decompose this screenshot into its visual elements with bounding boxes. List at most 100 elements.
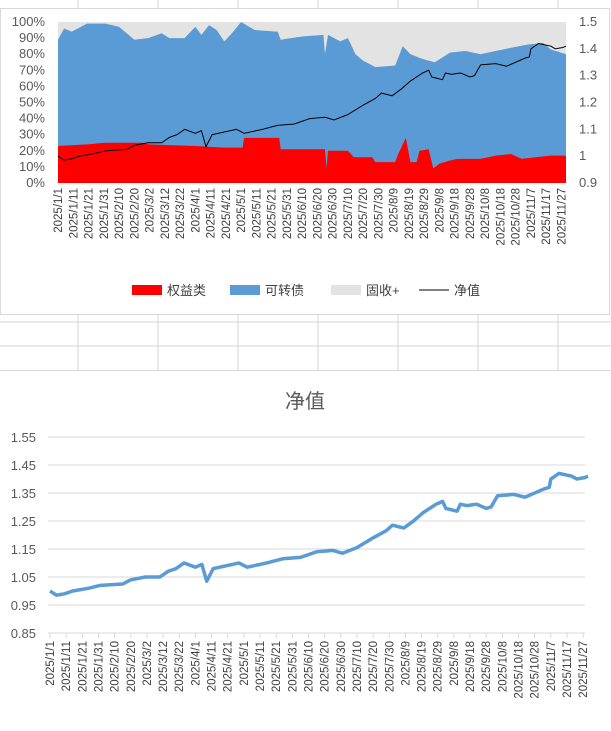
y-axis-tick-label: 1.45 xyxy=(11,458,36,473)
x-axis-tick-label: 2025/6/10 xyxy=(297,188,309,239)
x-axis-tick-label: 2025/9/28 xyxy=(465,188,477,239)
right-axis-tick-label: 0.9 xyxy=(579,175,597,190)
x-axis-tick-label: 2025/7/20 xyxy=(358,188,370,239)
y-axis-tick-label: 1.55 xyxy=(11,430,36,445)
x-axis-tick-label: 2025/9/28 xyxy=(481,641,493,692)
x-axis-tick-label: 2025/9/8 xyxy=(434,188,446,233)
equity-area xyxy=(58,137,566,183)
x-axis-tick-label: 2025/7/30 xyxy=(384,641,396,692)
y-axis-tick-label: 1.05 xyxy=(11,570,36,585)
x-axis-tick-label: 2025/5/11 xyxy=(251,188,263,238)
x-axis-tick-label: 2025/11/27 xyxy=(556,188,568,245)
x-axis-tick-label: 2025/3/2 xyxy=(142,641,154,686)
y-axis-tick-label: 1.15 xyxy=(11,542,36,557)
right-axis-tick-label: 1.3 xyxy=(579,68,597,83)
x-axis-tick-label: 2025/7/10 xyxy=(343,188,355,239)
right-axis-tick-label: 1.2 xyxy=(579,95,597,110)
x-axis-tick-label: 2025/9/18 xyxy=(450,188,462,239)
allocation-chart[interactable]: 0%10%20%30%40%50% 60%70%80%90%100% 0.9 1 1.1… xyxy=(0,8,610,315)
x-axis-tick-label: 2025/1/21 xyxy=(84,188,96,239)
y-axis-tick-label: 1.35 xyxy=(11,486,36,501)
left-axis-tick-label: 90% xyxy=(19,30,45,45)
x-axis-tick-label: 2025/5/1 xyxy=(239,641,251,686)
x-axis-tick-label: 2025/4/1 xyxy=(190,188,202,233)
x-axis-tick-label: 2025/1/21 xyxy=(77,641,89,692)
x-axis-tick-label: 2025/7/20 xyxy=(368,641,380,692)
x-axis-tick-label: 2025/8/29 xyxy=(433,641,445,692)
right-axis-tick-label: 1 xyxy=(579,148,586,163)
x-axis-tick-label: 2025/10/28 xyxy=(511,188,523,246)
x-axis-tick-label: 2025/2/20 xyxy=(126,641,138,692)
legend-swatch xyxy=(132,285,162,295)
legend-label: 固收+ xyxy=(366,283,400,298)
x-axis-tick-label: 2025/10/18 xyxy=(495,188,507,246)
x-axis-tick-label: 2025/8/29 xyxy=(419,188,431,239)
left-axis-tick-label: 50% xyxy=(19,95,45,110)
left-axis-tick-label: 60% xyxy=(19,78,45,93)
right-axis-tick-label: 1.4 xyxy=(579,41,597,56)
x-axis-tick-label: 2025/6/30 xyxy=(336,641,348,692)
left-axis-tick-label: 80% xyxy=(19,46,45,61)
x-axis-tick-label: 2025/4/1 xyxy=(190,641,202,686)
x-axis-tick-label: 2025/1/31 xyxy=(93,641,105,692)
x-axis-tick-label: 2025/11/17 xyxy=(541,188,553,245)
nav-line xyxy=(49,471,589,597)
x-axis-tick-label: 2025/2/20 xyxy=(129,188,141,239)
x-axis-tick-label: 2025/7/30 xyxy=(373,188,385,239)
x-axis-tick-label: 2025/3/22 xyxy=(175,188,187,239)
x-axis-tick-label: 2025/4/21 xyxy=(221,188,233,239)
x-axis-tick-label: 2025/1/1 xyxy=(45,641,57,686)
left-axis-tick-label: 10% xyxy=(19,159,45,174)
x-axis-tick-label: 2025/4/11 xyxy=(206,188,218,238)
x-axis-tick-label: 2025/6/20 xyxy=(312,188,324,239)
x-axis-tick-label: 2025/5/21 xyxy=(267,188,279,239)
right-axis-tick-label: 1.1 xyxy=(579,121,597,136)
x-axis-tick-label: 2025/10/28 xyxy=(530,641,542,699)
legend: 权益类 可转债 固收+ 净值 xyxy=(132,283,480,298)
x-axis-tick-label: 2025/4/11 xyxy=(207,641,219,691)
left-axis-tick-label: 70% xyxy=(19,62,45,77)
legend-swatch xyxy=(331,285,361,295)
x-axis-tick-label: 2025/8/9 xyxy=(400,641,412,686)
x-axis-tick-label: 2025/1/11 xyxy=(68,188,80,238)
x-axis-tick-label: 2025/5/31 xyxy=(287,641,299,692)
convertible-bond-area xyxy=(58,22,566,183)
left-axis-tick-label: 40% xyxy=(19,111,45,126)
x-axis-tick-label: 2025/10/18 xyxy=(514,641,526,699)
left-axis-tick-label: 20% xyxy=(19,143,45,158)
x-axis-tick-label: 2025/10/8 xyxy=(497,641,509,692)
x-axis-tick-label: 2025/5/31 xyxy=(282,188,294,239)
left-axis-tick-label: 0% xyxy=(26,175,45,190)
legend-label: 权益类 xyxy=(167,283,206,298)
legend-label: 可转债 xyxy=(265,283,304,298)
x-axis-tick-label: 2025/8/9 xyxy=(389,188,401,233)
legend-label: 净值 xyxy=(454,283,480,298)
y-axis-tick-label: 1.25 xyxy=(11,514,36,529)
x-axis-tick-label: 2025/2/10 xyxy=(110,641,122,692)
x-axis-tick-label: 2025/8/19 xyxy=(404,188,416,239)
x-axis-tick-label: 2025/11/7 xyxy=(526,188,538,238)
x-axis-tick-label: 2025/8/19 xyxy=(417,641,429,692)
chart-title: 净值 xyxy=(285,390,325,413)
x-axis-tick-label: 2025/11/27 xyxy=(578,641,590,698)
x-axis-tick-label: 2025/3/12 xyxy=(158,641,170,692)
x-axis-tick-label: 2025/2/10 xyxy=(114,188,126,239)
chart-area xyxy=(0,370,611,731)
nav-chart[interactable]: 净值 0.85 0.95 1.05 1.15 1.25 1.35 1.45 1.55 2025/1… xyxy=(0,370,611,731)
x-axis-tick-label: 2025/5/11 xyxy=(255,641,267,691)
x-axis-tick-label: 2025/6/30 xyxy=(328,188,340,239)
x-axis-tick-label: 2025/6/10 xyxy=(303,641,315,692)
x-axis-tick-label: 2025/5/1 xyxy=(236,188,248,233)
right-axis-tick-label: 1.5 xyxy=(579,14,597,29)
x-axis-tick-label: 2025/3/2 xyxy=(145,188,157,233)
x-axis-tick-label: 2025/3/22 xyxy=(174,641,186,692)
x-axis-tick-label: 2025/1/1 xyxy=(53,188,65,233)
x-axis-tick-label: 2025/6/20 xyxy=(320,641,332,692)
x-axis-tick-label: 2025/5/21 xyxy=(271,641,283,692)
x-axis-tick-label: 2025/9/18 xyxy=(465,641,477,692)
x-axis-tick-label: 2025/3/12 xyxy=(160,188,172,239)
x-axis-tick-label: 2025/10/8 xyxy=(480,188,492,239)
x-axis-tick-label: 2025/7/10 xyxy=(352,641,364,692)
x-axis-tick-label: 2025/9/8 xyxy=(449,641,461,686)
